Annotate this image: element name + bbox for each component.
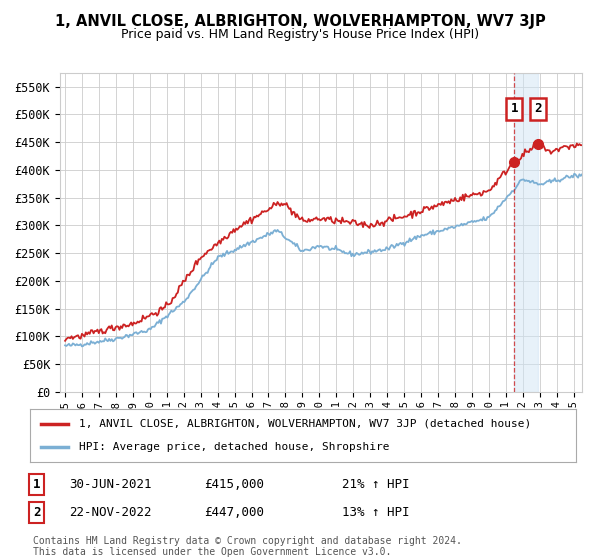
Text: 1: 1 bbox=[33, 478, 41, 491]
Text: 21% ↑ HPI: 21% ↑ HPI bbox=[342, 478, 409, 491]
Text: Contains HM Land Registry data © Crown copyright and database right 2024.
This d: Contains HM Land Registry data © Crown c… bbox=[33, 535, 462, 557]
Text: 13% ↑ HPI: 13% ↑ HPI bbox=[342, 506, 409, 519]
Text: HPI: Average price, detached house, Shropshire: HPI: Average price, detached house, Shro… bbox=[79, 442, 389, 452]
Bar bbox=[514, 73, 538, 392]
Text: £415,000: £415,000 bbox=[204, 478, 264, 491]
Text: £447,000: £447,000 bbox=[204, 506, 264, 519]
Text: 2: 2 bbox=[33, 506, 41, 519]
Text: 30-JUN-2021: 30-JUN-2021 bbox=[69, 478, 151, 491]
Text: Price paid vs. HM Land Registry's House Price Index (HPI): Price paid vs. HM Land Registry's House … bbox=[121, 28, 479, 41]
Text: 2: 2 bbox=[535, 102, 542, 115]
Text: 22-NOV-2022: 22-NOV-2022 bbox=[69, 506, 151, 519]
Text: 1, ANVIL CLOSE, ALBRIGHTON, WOLVERHAMPTON, WV7 3JP (detached house): 1, ANVIL CLOSE, ALBRIGHTON, WOLVERHAMPTO… bbox=[79, 419, 532, 429]
Text: 1: 1 bbox=[511, 102, 518, 115]
Text: 1, ANVIL CLOSE, ALBRIGHTON, WOLVERHAMPTON, WV7 3JP: 1, ANVIL CLOSE, ALBRIGHTON, WOLVERHAMPTO… bbox=[55, 14, 545, 29]
